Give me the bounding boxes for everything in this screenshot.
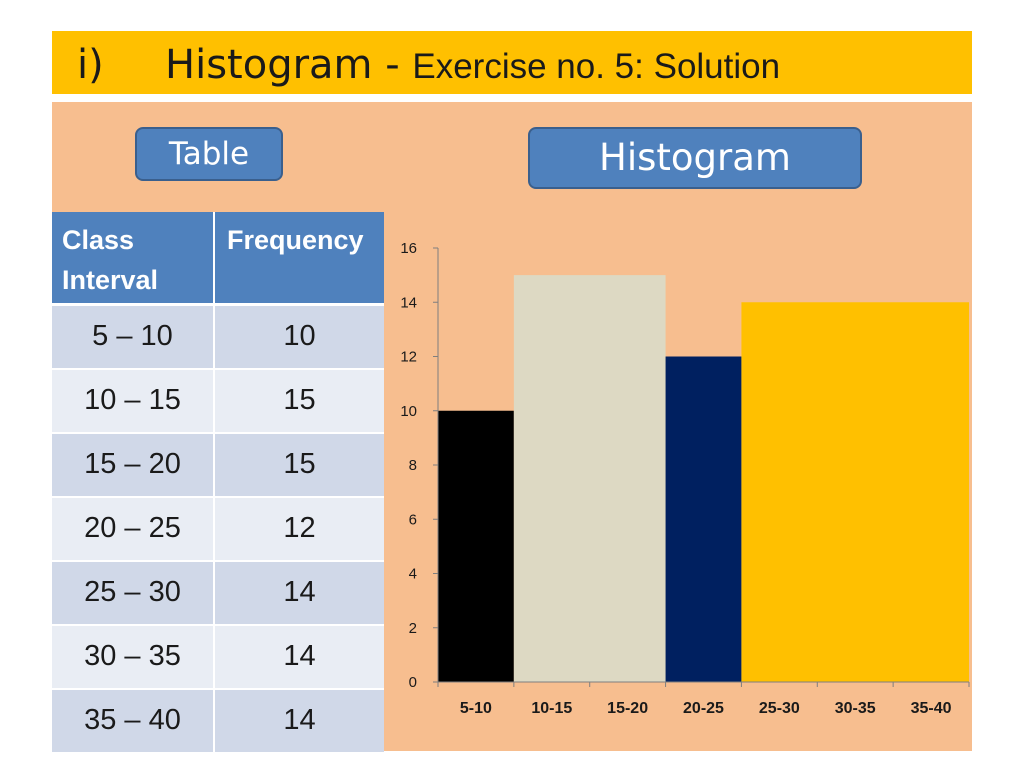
table-cell-interval: 25 – 30 — [52, 562, 213, 624]
table-cell-interval: 30 – 35 — [52, 626, 213, 688]
histogram-bar — [513, 275, 666, 682]
x-tick-label: 15-20 — [607, 700, 648, 717]
table-cell-frequency: 14 — [215, 562, 384, 624]
y-tick-label: 10 — [400, 403, 417, 420]
title-main-text: Histogram - — [165, 42, 413, 88]
table-cell-frequency: 10 — [215, 306, 384, 368]
histogram-bar — [741, 302, 969, 682]
header-class-interval: Class Interval — [52, 212, 213, 303]
table-cell-interval: 5 – 10 — [52, 306, 213, 368]
header-frequency: Frequency — [215, 212, 384, 303]
y-tick-label: 16 — [400, 240, 417, 257]
y-tick-label: 6 — [409, 511, 417, 528]
y-tick-label: 0 — [409, 674, 417, 691]
title-prefix: i) — [77, 42, 104, 88]
histogram-button[interactable]: Histogram — [528, 127, 862, 189]
table-cell-frequency: 15 — [215, 370, 384, 432]
x-tick-label: 25-30 — [759, 700, 800, 717]
histogram-svg: 0 2 4 6 8 10 12 14 16 5-10 10-15 15-20 20-25 25-30 30-… — [400, 240, 970, 717]
histogram-bar — [665, 356, 742, 682]
x-tick-label: 10-15 — [531, 700, 572, 717]
table-cell-frequency: 12 — [215, 498, 384, 560]
table-cell-interval: 20 – 25 — [52, 498, 213, 560]
y-tick-label: 8 — [409, 457, 417, 474]
histogram-bar — [438, 410, 514, 682]
x-tick-label: 5-10 — [460, 700, 492, 717]
table-cell-frequency: 14 — [215, 690, 384, 752]
x-tick-label: 20-25 — [683, 700, 724, 717]
x-tick-label: 35-40 — [911, 700, 952, 717]
frequency-table: Class Interval Frequency 5 – 10 10 10 – … — [52, 212, 384, 756]
table-cell-interval: 10 – 15 — [52, 370, 213, 432]
title-subtitle: Exercise no. 5: Solution — [412, 47, 781, 86]
y-tick-label: 12 — [400, 349, 417, 366]
y-tick-label: 14 — [400, 294, 417, 311]
table-cell-frequency: 14 — [215, 626, 384, 688]
y-tick-label: 2 — [409, 620, 417, 637]
table-button[interactable]: Table — [135, 127, 283, 181]
x-tick-label: 30-35 — [835, 700, 876, 717]
title-bar: i) Histogram - Exercise no. 5: Solution — [52, 31, 972, 94]
table-cell-interval: 35 – 40 — [52, 690, 213, 752]
page-title: Histogram - Exercise no. 5: Solution — [165, 39, 780, 93]
histogram-chart: 0 2 4 6 8 10 12 14 16 5-10 10-15 15-20 20-25 25-30 30-… — [384, 212, 972, 751]
table-cell-frequency: 15 — [215, 434, 384, 496]
y-tick-label: 4 — [409, 566, 417, 583]
table-cell-interval: 15 – 20 — [52, 434, 213, 496]
